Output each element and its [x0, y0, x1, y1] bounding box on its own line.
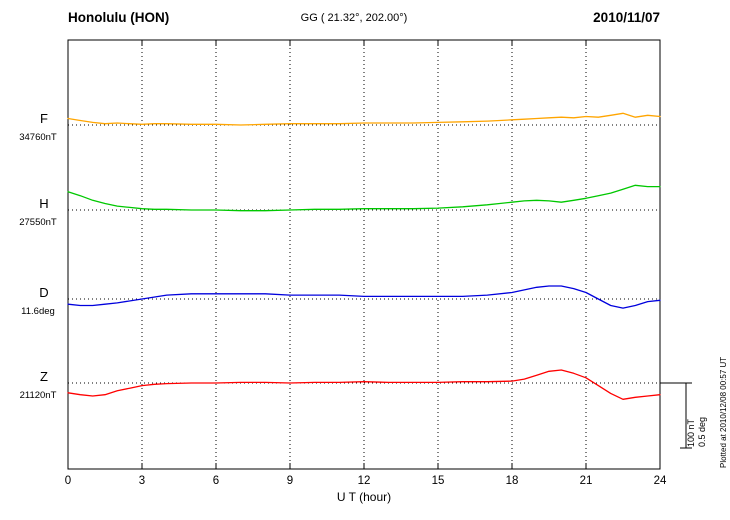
x-tick-label: 0: [65, 475, 71, 487]
series-baseline-value-H: 27550nT: [19, 217, 57, 228]
trace-F: [67, 112, 661, 126]
trace-H: [67, 184, 661, 212]
x-tick-label: 9: [287, 475, 293, 487]
scale-bar-deg-label: 0.5 deg: [697, 417, 707, 447]
traces: [67, 112, 661, 400]
trace-D: [67, 285, 661, 309]
x-tick-label: 6: [213, 475, 219, 487]
x-tick-label: 12: [358, 475, 371, 487]
series-letter-H: H: [39, 196, 48, 211]
series-baseline-value-F: 34760nT: [19, 132, 57, 143]
series-label-Z: Z 21120nT: [20, 369, 57, 401]
x-tick-label: 3: [139, 475, 145, 487]
series-letter-F: F: [40, 111, 48, 126]
geo-coordinates-label: GG ( 21.32°, 202.00°): [301, 12, 408, 24]
date-label: 2010/11/07: [593, 10, 660, 25]
x-axis-title: U T (hour): [337, 490, 391, 504]
plotted-at-stamp: Plotted at 2010/12/08 00:57 UT: [719, 357, 728, 468]
station-title: Honolulu (HON): [68, 10, 169, 25]
series-baseline-value-D: 11.6deg: [21, 306, 55, 317]
baselines: [68, 124, 660, 384]
series-label-F: F 34760nT: [19, 111, 57, 143]
x-tick-label: 21: [580, 475, 593, 487]
grid-lines: [67, 40, 661, 469]
series-letter-D: D: [39, 285, 48, 300]
x-tick-label: 24: [654, 475, 667, 487]
series-baseline-value-Z: 21120nT: [20, 390, 57, 401]
x-axis-ticks: 0 3 6 9 12 15 18 21 24: [65, 40, 667, 487]
series-letter-Z: Z: [40, 369, 48, 384]
scale-bar: [660, 382, 692, 449]
series-label-D: D 11.6deg: [21, 285, 55, 317]
scale-bar-nt-label: 100 nT: [686, 418, 696, 447]
x-tick-label: 18: [506, 475, 519, 487]
series-label-H: H 27550nT: [19, 196, 57, 228]
trace-Z: [67, 369, 661, 400]
x-tick-label: 15: [432, 475, 445, 487]
